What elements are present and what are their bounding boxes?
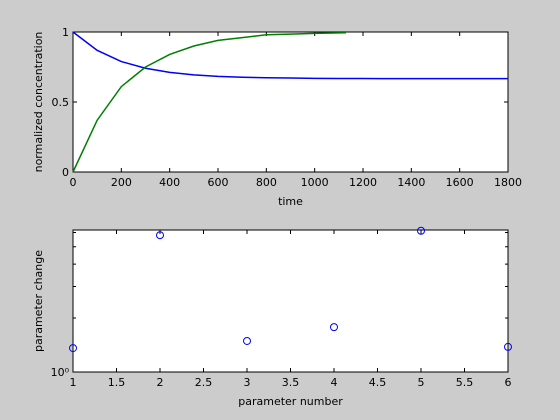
line-series bbox=[72, 31, 347, 173]
x-axis-label: parameter number bbox=[238, 395, 343, 408]
x-tick-label: 800 bbox=[256, 176, 277, 189]
plot-area bbox=[72, 31, 509, 173]
x-tick-label: 1000 bbox=[301, 176, 329, 189]
x-tick-label: 3.5 bbox=[282, 376, 300, 389]
x-tick-label: 4.5 bbox=[369, 376, 387, 389]
x-tick-label: 1200 bbox=[349, 176, 377, 189]
x-tick-label: 2.5 bbox=[195, 376, 213, 389]
y-tick-label: 0.5 bbox=[52, 96, 70, 109]
x-tick-label: 1.5 bbox=[108, 376, 126, 389]
scatter-point bbox=[417, 226, 425, 235]
scatter-point bbox=[330, 323, 338, 332]
y-tick-label: 0 bbox=[62, 166, 69, 179]
x-tick-label: 3 bbox=[244, 376, 251, 389]
x-tick-label: 5.5 bbox=[456, 376, 474, 389]
x-tick-label: 1400 bbox=[397, 176, 425, 189]
x-tick-label: 600 bbox=[208, 176, 229, 189]
x-tick-label: 1600 bbox=[446, 176, 474, 189]
scatter-point bbox=[156, 231, 164, 240]
x-tick-label: 1800 bbox=[494, 176, 522, 189]
y-axis-label: normalized concentration bbox=[32, 32, 45, 173]
y-tick-label: 10⁰ bbox=[51, 366, 70, 379]
scatter-point bbox=[504, 342, 512, 351]
plot-area bbox=[72, 229, 509, 373]
x-tick-label: 6 bbox=[505, 376, 512, 389]
y-axis-label: parameter change bbox=[32, 250, 45, 352]
x-tick-label: 2 bbox=[157, 376, 164, 389]
x-tick-label: 1 bbox=[70, 376, 77, 389]
x-tick-label: 0 bbox=[70, 176, 77, 189]
x-tick-label: 200 bbox=[111, 176, 132, 189]
x-tick-label: 5 bbox=[418, 376, 425, 389]
line-series bbox=[72, 31, 508, 80]
y-tick-label: 1 bbox=[62, 26, 69, 39]
scatter-point bbox=[69, 344, 77, 353]
x-axis-label: time bbox=[278, 195, 303, 208]
x-tick-label: 400 bbox=[159, 176, 180, 189]
scatter-point bbox=[243, 336, 251, 345]
x-tick-label: 4 bbox=[331, 376, 338, 389]
